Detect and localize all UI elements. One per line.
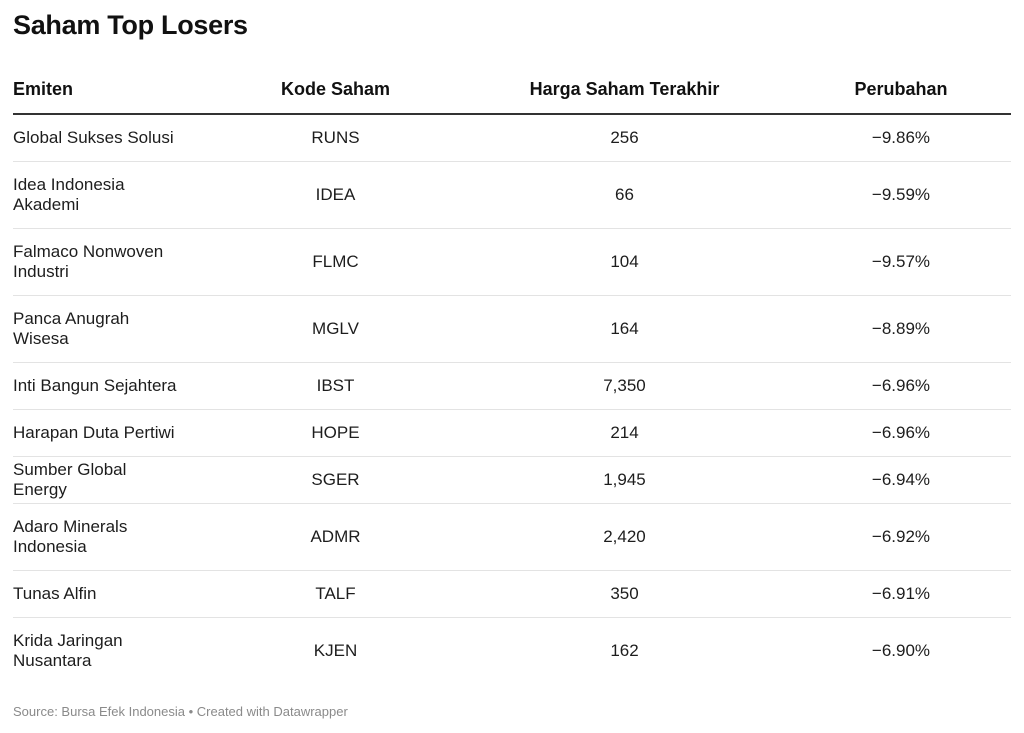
cell-harga: 7,350 [458, 362, 791, 410]
column-header-emiten: Emiten [13, 66, 213, 115]
cell-perubahan: −9.86% [791, 114, 1011, 162]
chart-title: Saham Top Losers [13, 10, 248, 40]
cell-emiten: Sumber Global Energy [13, 456, 213, 504]
cell-emiten: Idea Indonesia Akademi [13, 161, 213, 229]
column-header-kode-saham: Kode Saham [213, 66, 458, 115]
cell-perubahan: −9.59% [791, 161, 1011, 229]
cell-harga: 350 [458, 570, 791, 618]
cell-emiten: Harapan Duta Pertiwi [13, 409, 213, 457]
column-header-perubahan: Perubahan [791, 66, 1011, 115]
cell-kode-saham: MGLV [213, 295, 458, 363]
cell-perubahan: −8.89% [791, 295, 1011, 363]
table-row: Global Sukses Solusi RUNS 256 −9.86% [13, 114, 1011, 162]
cell-kode-saham: TALF [213, 570, 458, 618]
table-row: Falmaco Nonwoven Industri FLMC 104 −9.57% [13, 228, 1011, 296]
table-row: Inti Bangun Sejahtera IBST 7,350 −6.96% [13, 362, 1011, 410]
cell-emiten: Tunas Alfin [13, 570, 213, 618]
cell-kode-saham: RUNS [213, 114, 458, 162]
cell-harga: 66 [458, 161, 791, 229]
table-body: Global Sukses Solusi RUNS 256 −9.86% Idea In… [13, 114, 1011, 684]
table-row: Krida Jaringan Nusantara KJEN 162 −6.90% [13, 618, 1011, 685]
source-footer: Source: Bursa Efek Indonesia • Created w… [13, 704, 348, 719]
table-row: Adaro Minerals Indonesia ADMR 2,420 −6.92% [13, 503, 1011, 571]
table-header-row: Emiten Kode Saham Harga Saham Terakhir P… [13, 66, 1011, 115]
cell-kode-saham: HOPE [213, 409, 458, 457]
cell-perubahan: −6.96% [791, 362, 1011, 410]
cell-emiten: Inti Bangun Sejahtera [13, 362, 213, 410]
cell-kode-saham: SGER [213, 456, 458, 504]
cell-harga: 214 [458, 409, 791, 457]
cell-emiten: Adaro Minerals Indonesia [13, 503, 213, 571]
table-row: Sumber Global Energy SGER 1,945 −6.94% [13, 456, 1011, 504]
cell-harga: 164 [458, 295, 791, 363]
table-row: Idea Indonesia Akademi IDEA 66 −9.59% [13, 161, 1011, 229]
cell-emiten: Global Sukses Solusi [13, 114, 213, 162]
cell-perubahan: −6.91% [791, 570, 1011, 618]
table-row: Harapan Duta Pertiwi HOPE 214 −6.96% [13, 409, 1011, 457]
cell-perubahan: −6.96% [791, 409, 1011, 457]
cell-perubahan: −6.94% [791, 456, 1011, 504]
cell-perubahan: −6.92% [791, 503, 1011, 571]
cell-emiten: Krida Jaringan Nusantara [13, 631, 123, 670]
cell-harga: 256 [458, 114, 791, 162]
cell-harga: 162 [610, 641, 639, 660]
cell-kode-saham: FLMC [213, 228, 458, 296]
cell-perubahan: −9.57% [791, 228, 1011, 296]
cell-perubahan: −6.90% [871, 641, 931, 660]
table-row: Tunas Alfin TALF 350 −6.91% [13, 570, 1011, 618]
cell-kode-saham: IDEA [213, 161, 458, 229]
cell-emiten: Falmaco Nonwoven Industri [13, 228, 213, 296]
column-header-harga: Harga Saham Terakhir [458, 66, 791, 115]
losers-table: Emiten Kode Saham Harga Saham Terakhir P… [13, 66, 1011, 684]
table-row: Panca Anugrah Wisesa MGLV 164 −8.89% [13, 295, 1011, 363]
cell-harga: 104 [458, 228, 791, 296]
cell-kode-saham: KJEN [313, 641, 358, 660]
cell-kode-saham: ADMR [213, 503, 458, 571]
cell-harga: 2,420 [458, 503, 791, 571]
cell-emiten: Panca Anugrah Wisesa [13, 295, 213, 363]
cell-kode-saham: IBST [213, 362, 458, 410]
cell-harga: 1,945 [458, 456, 791, 504]
